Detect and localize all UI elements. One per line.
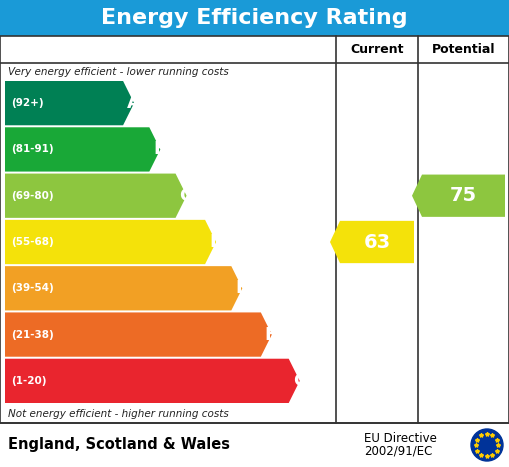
Text: EU Directive: EU Directive <box>364 432 437 445</box>
Text: England, Scotland & Wales: England, Scotland & Wales <box>8 438 230 453</box>
Polygon shape <box>5 127 160 171</box>
Text: (21-38): (21-38) <box>11 330 54 340</box>
Polygon shape <box>5 174 187 218</box>
Polygon shape <box>330 221 414 263</box>
Polygon shape <box>412 175 505 217</box>
Text: 2002/91/EC: 2002/91/EC <box>364 445 432 458</box>
Text: (69-80): (69-80) <box>11 191 53 201</box>
Text: E: E <box>235 279 247 297</box>
Text: (1-20): (1-20) <box>11 376 46 386</box>
Text: B: B <box>153 141 167 158</box>
Text: (81-91): (81-91) <box>11 144 53 155</box>
Bar <box>0 423 509 467</box>
Text: 63: 63 <box>363 233 390 252</box>
Polygon shape <box>5 220 216 264</box>
Text: F: F <box>265 325 277 344</box>
Text: C: C <box>180 187 193 205</box>
Polygon shape <box>5 312 272 357</box>
Bar <box>0 0 509 36</box>
Text: Energy Efficiency Rating: Energy Efficiency Rating <box>101 8 408 28</box>
Text: Not energy efficient - higher running costs: Not energy efficient - higher running co… <box>8 409 229 419</box>
Text: (39-54): (39-54) <box>11 283 54 293</box>
Text: 75: 75 <box>450 186 477 205</box>
Bar <box>0 36 509 423</box>
Text: Potential: Potential <box>432 43 495 56</box>
Text: A: A <box>127 94 141 112</box>
Polygon shape <box>5 359 300 403</box>
Text: Very energy efficient - lower running costs: Very energy efficient - lower running co… <box>8 67 229 77</box>
Text: D: D <box>209 233 224 251</box>
Text: Current: Current <box>350 43 404 56</box>
Polygon shape <box>5 266 242 311</box>
Text: (55-68): (55-68) <box>11 237 54 247</box>
Polygon shape <box>5 81 134 125</box>
Circle shape <box>471 429 503 461</box>
Text: G: G <box>293 372 307 390</box>
Text: (92+): (92+) <box>11 98 44 108</box>
